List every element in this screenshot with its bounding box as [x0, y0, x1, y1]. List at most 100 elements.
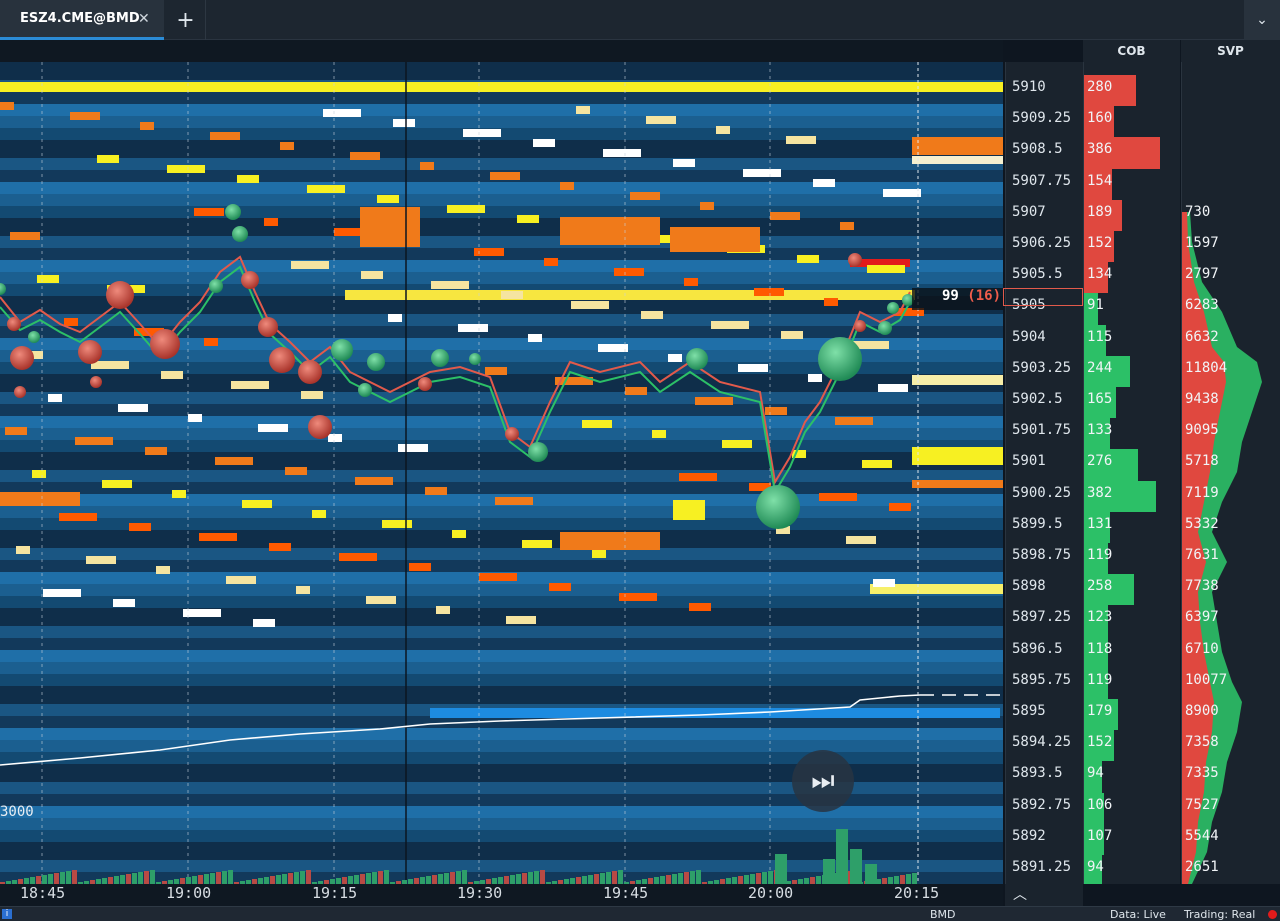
- time-tick-label: 20:00: [748, 884, 794, 902]
- price-level[interactable]: 5909.25: [1012, 110, 1072, 127]
- price-level[interactable]: 5901: [1012, 453, 1046, 470]
- tab-bar: ESZ4.CME@BMD ✕ + ⌄: [0, 0, 1280, 40]
- price-level[interactable]: 5898: [1012, 578, 1046, 595]
- svp-value: 5332: [1185, 515, 1219, 532]
- price-level[interactable]: 5904: [1012, 328, 1046, 345]
- svp-value: 11804: [1185, 359, 1228, 376]
- cob-bar: [1084, 355, 1130, 387]
- price-level[interactable]: 5907: [1012, 203, 1046, 220]
- cob-value: 189: [1087, 203, 1113, 220]
- buy-trade-bubble: [367, 353, 385, 371]
- price-level[interactable]: 5901.75: [1012, 422, 1072, 439]
- time-tick-label: 20:15: [894, 884, 940, 902]
- sell-trade-bubble: [241, 271, 259, 289]
- time-axis: 18:45 19:00 19:15 19:30 19:45 20:00 20:15: [0, 884, 1003, 906]
- sell-trade-bubble: [150, 329, 180, 359]
- sell-trade-bubble: [854, 320, 866, 332]
- cob-bar: [1084, 636, 1108, 668]
- sell-trade-bubble: [78, 340, 102, 364]
- cob-value: 119: [1087, 547, 1113, 563]
- current-price-marker: [1003, 288, 1083, 306]
- price-level[interactable]: 5895: [1012, 703, 1046, 719]
- cob-value: 258: [1087, 578, 1113, 595]
- buy-trade-bubble: [818, 337, 862, 381]
- sell-trade-bubble: [269, 347, 295, 373]
- cob-bar: [1084, 231, 1114, 263]
- price-level[interactable]: 5894.25: [1012, 734, 1072, 751]
- time-tick-label: 19:30: [457, 884, 503, 902]
- price-level[interactable]: 5897.25: [1012, 609, 1072, 626]
- price-level[interactable]: 5893.5: [1012, 765, 1063, 782]
- price-level[interactable]: 5907.75: [1012, 172, 1072, 189]
- cob-bar: [1084, 262, 1108, 294]
- heatmap-chart[interactable]: ⏭ 3000: [0, 62, 1003, 884]
- price-level[interactable]: 5899.5: [1012, 515, 1063, 532]
- sell-trade-bubble: [258, 317, 278, 337]
- sell-trade-bubble: [10, 346, 34, 370]
- last-trade-size: (16): [967, 288, 1002, 304]
- cob-value: 386: [1087, 141, 1113, 158]
- play-to-end-button[interactable]: ⏭: [792, 750, 854, 812]
- cob-bar: [1084, 418, 1110, 450]
- time-tick-label: 19:15: [312, 884, 358, 902]
- price-level[interactable]: 5908.5: [1012, 141, 1063, 158]
- buy-trade-bubble: [0, 283, 6, 295]
- connection-status-dot: [1268, 910, 1277, 919]
- volume-scale-label: 3000: [0, 804, 34, 820]
- trade-bubbles: [0, 204, 914, 529]
- liquidity-hotspots: [0, 82, 1003, 718]
- cob-bar: [1084, 823, 1104, 855]
- cob-bar: [1084, 75, 1136, 107]
- cob-bar: [1084, 449, 1138, 481]
- sell-trade-bubble: [14, 386, 26, 398]
- price-level[interactable]: 5906.25: [1012, 235, 1072, 251]
- cob-bar: [1084, 855, 1102, 884]
- cob-bar: [1084, 761, 1102, 793]
- sell-trade-bubble: [106, 281, 134, 309]
- price-level[interactable]: 5891.25: [1012, 859, 1072, 875]
- svp-value: 9438: [1185, 391, 1219, 407]
- add-tab-button[interactable]: +: [166, 0, 206, 40]
- sell-trade-bubble: [90, 376, 102, 388]
- price-level[interactable]: 5892: [1012, 827, 1046, 844]
- cob-bar: [1084, 699, 1118, 731]
- status-bar: i BMD Data: Live Trading: Real: [0, 906, 1280, 921]
- cob-value: 119: [1087, 671, 1113, 688]
- cob-value: 165: [1087, 391, 1113, 407]
- cob-value: 179: [1087, 703, 1113, 719]
- cob-bar: [1084, 137, 1160, 169]
- heatmap-svg: [0, 62, 1003, 884]
- price-ladder[interactable]: 5910 5909.25 5908.5 5907.75 5907 5906.25 5905.…: [1005, 62, 1083, 884]
- buy-trade-bubble: [28, 331, 40, 343]
- svp-value: 5718: [1185, 453, 1219, 470]
- cob-bar: [1084, 730, 1114, 762]
- svp-column: 730 1597 2797 6283 6632 11804 9438 9095 5718 7119…: [1181, 62, 1280, 884]
- cob-bar: [1084, 667, 1108, 699]
- price-level[interactable]: 5910: [1012, 79, 1046, 95]
- cob-value: 152: [1087, 734, 1113, 751]
- price-level[interactable]: 5900.25: [1012, 484, 1072, 501]
- chevron-up-icon[interactable]: ︿: [1005, 884, 1083, 906]
- price-level[interactable]: 5905.5: [1012, 266, 1063, 283]
- buy-trade-bubble: [209, 279, 223, 293]
- price-level[interactable]: 5902.5: [1012, 391, 1063, 407]
- info-icon[interactable]: i: [2, 909, 12, 919]
- close-icon[interactable]: ✕: [138, 11, 150, 27]
- price-level[interactable]: 5896.5: [1012, 640, 1063, 657]
- price-level[interactable]: 5895.75: [1012, 671, 1072, 688]
- svp-value: 6710: [1185, 640, 1219, 657]
- price-level[interactable]: 5903.25: [1012, 359, 1072, 376]
- price-level[interactable]: 5898.75: [1012, 547, 1072, 563]
- chevron-down-icon[interactable]: ⌄: [1244, 0, 1280, 40]
- status-data: Data: Live: [1110, 908, 1166, 921]
- buy-trade-bubble: [756, 485, 800, 529]
- cob-value: 115: [1087, 328, 1113, 345]
- cob-bar: [1084, 480, 1156, 512]
- buy-trade-bubble: [878, 321, 892, 335]
- tab-esz4[interactable]: ESZ4.CME@BMD ✕: [0, 0, 164, 40]
- price-level[interactable]: 5892.75: [1012, 796, 1072, 813]
- cob-value: 131: [1087, 515, 1113, 532]
- sell-trade-bubble: [418, 377, 432, 391]
- cob-bar: [1084, 106, 1114, 138]
- svp-value: 10077: [1185, 671, 1228, 688]
